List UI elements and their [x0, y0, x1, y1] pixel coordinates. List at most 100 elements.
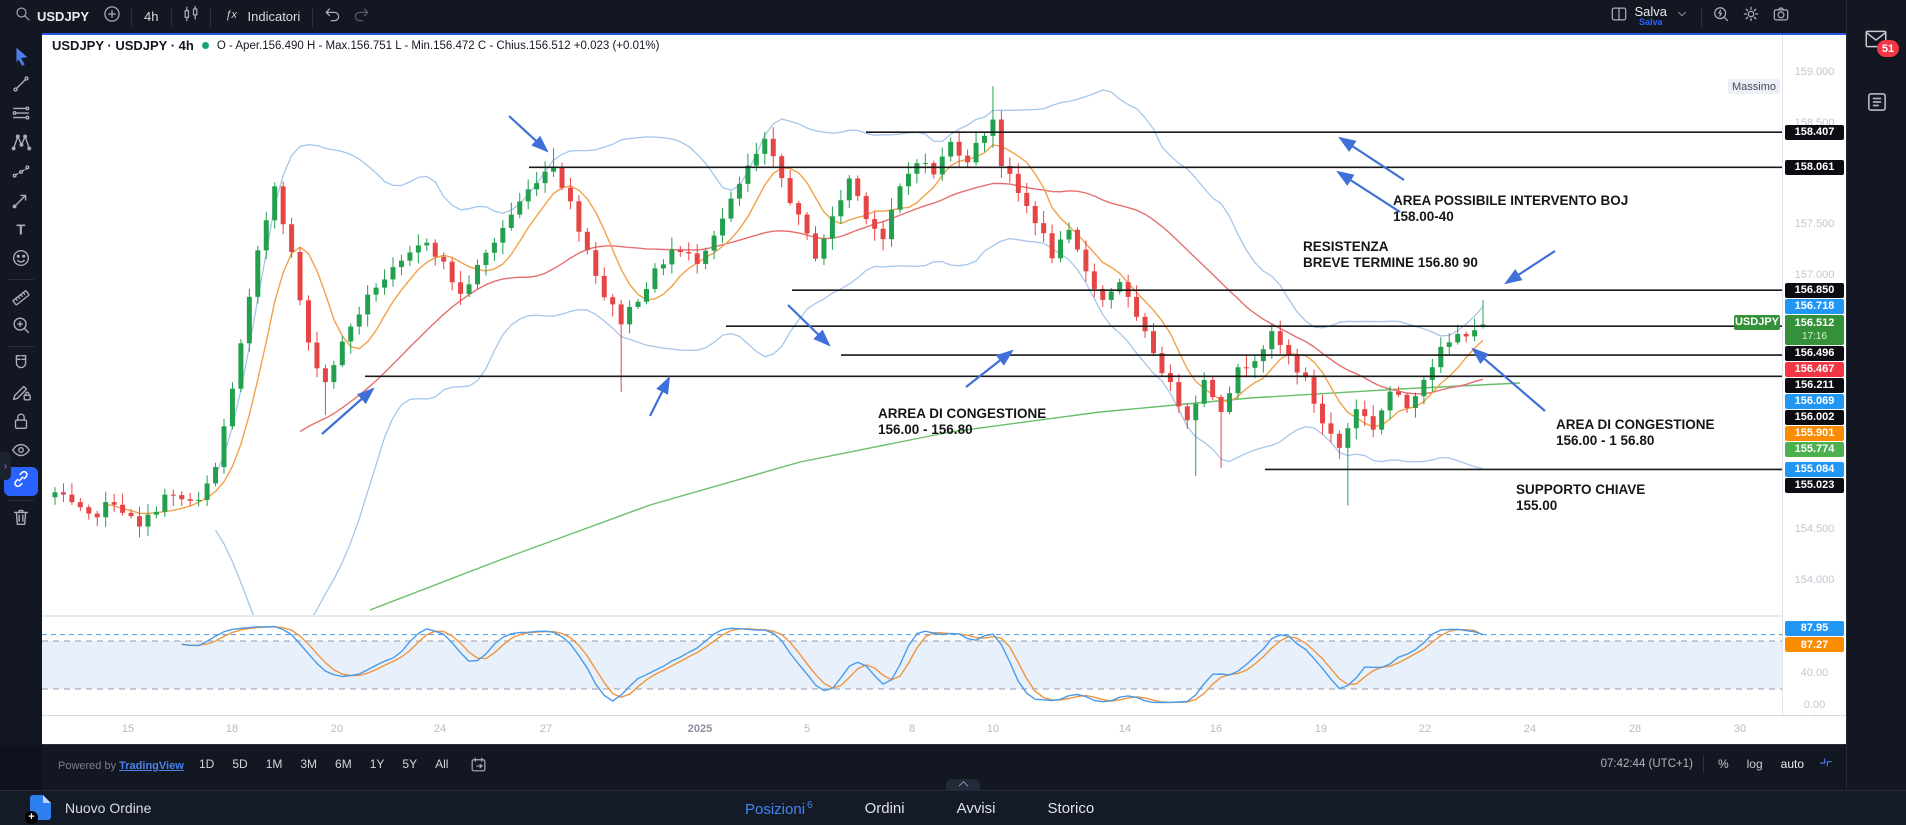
redo-button[interactable] — [347, 3, 377, 31]
range-3m-button[interactable]: 3M — [300, 757, 318, 771]
price-level-badge[interactable]: 156.467 — [1785, 361, 1844, 377]
range-5d-button[interactable]: 5D — [232, 757, 248, 771]
indicators-button[interactable]: ƒx Indicatori — [215, 3, 309, 31]
interval-button[interactable]: 4h — [136, 3, 166, 31]
symbol-search-button[interactable]: USDJPY — [6, 3, 97, 31]
trading-panel-tabs: Posizioni 6 Ordini Avvisi Storico — [745, 791, 1094, 825]
tool-horizontal-lines-button[interactable] — [4, 101, 38, 130]
market-open-icon — [201, 42, 209, 49]
arrow-drawings[interactable] — [321, 115, 1556, 435]
redo-icon — [352, 4, 372, 29]
layout-select-button[interactable] — [1604, 3, 1634, 31]
tab-storico[interactable]: Storico — [1047, 800, 1095, 817]
tab-posizioni[interactable]: Posizioni 6 — [745, 799, 813, 818]
price-scale[interactable]: 159.000 158.500 157.500 157.000 154.500 154.0… — [1782, 35, 1846, 726]
top-toolbar: USDJPY 4h ƒx Indicatori Salva — [0, 0, 1906, 33]
tool-trend-line-button[interactable] — [4, 72, 38, 101]
news-button[interactable] — [1863, 88, 1891, 121]
horizontal-line-drawings[interactable] — [365, 131, 1782, 471]
price-level-badge[interactable]: 156.496 — [1785, 345, 1844, 361]
tool-forecast-button[interactable] — [4, 159, 38, 188]
fx-icon: ƒx — [223, 4, 243, 29]
range-6m-button[interactable]: 6M — [335, 757, 352, 771]
trading-panel-bar: + Nuovo Ordine Posizioni 6 Ordini Avvisi Sto… — [0, 790, 1906, 825]
toolbar-divider — [312, 6, 314, 27]
tool-draw-lock-button[interactable] — [4, 380, 38, 409]
new-order-label: Nuovo Ordine — [65, 799, 152, 816]
chart-annotation[interactable]: SUPPORTO CHIAVE 155.00 — [1516, 482, 1646, 513]
compare-add-button[interactable] — [97, 3, 127, 31]
legend-ohlc-values: O - Aper.156.490 H - Max.156.751 L - Min… — [216, 39, 660, 52]
price-level-badge[interactable]: 155.774 — [1785, 441, 1844, 457]
log-scale-button[interactable]: log — [1746, 756, 1763, 771]
tool-trash-button[interactable] — [4, 505, 38, 534]
time-axis[interactable]: 15 18 20 24 27 2025 5 8 10 14 16 19 22 24 28 30 — [42, 715, 1846, 744]
time-tick: 5 — [803, 723, 811, 735]
price-level-badge[interactable]: 158.407 — [1785, 124, 1844, 140]
tradingview-link[interactable]: TradingView — [119, 760, 184, 772]
tool-emoji-button[interactable] — [4, 246, 38, 275]
panel-expand-handle[interactable] — [946, 779, 980, 791]
price-level-badge[interactable]: 156.718 — [1785, 298, 1844, 314]
range-5y-button[interactable]: 5Y — [402, 757, 418, 771]
chart-annotation[interactable]: AREA POSSIBILE INTERVENTO BOJ 158.00-40 — [1393, 193, 1629, 224]
tool-cursor-button[interactable] — [4, 43, 38, 72]
price-level-badge[interactable]: 155.901 — [1785, 425, 1844, 441]
chart-style-button[interactable] — [176, 3, 206, 31]
price-level-badge[interactable]: 156.850 — [1785, 282, 1844, 298]
save-menu-button[interactable] — [1667, 3, 1697, 31]
snapshot-button[interactable] — [1766, 3, 1796, 31]
time-tick: 24 — [433, 723, 447, 735]
range-1y-button[interactable]: 1Y — [369, 757, 385, 771]
quick-search-button[interactable] — [1706, 3, 1736, 31]
clock[interactable]: 07:42:44 (UTC+1) — [1600, 757, 1693, 770]
trend-line-icon — [10, 73, 32, 100]
percent-scale-button[interactable]: % — [1717, 756, 1729, 771]
search-icon — [14, 5, 32, 28]
tool-lock-button[interactable] — [4, 409, 38, 438]
tool-ruler-button[interactable] — [4, 284, 38, 313]
range-1m-button[interactable]: 1M — [265, 757, 283, 771]
tab-ordini[interactable]: Ordini — [864, 800, 905, 817]
horizontal-lines-icon — [10, 102, 32, 129]
chart-annotation[interactable]: ARREA DI CONGESTIONE 156.00 - 156.80 — [878, 406, 1047, 437]
tool-zoom-in-button[interactable] — [4, 313, 38, 342]
xabcd-pattern-icon — [10, 131, 32, 158]
object-tree-expand-handle[interactable]: › — [0, 452, 11, 480]
ruler-icon — [10, 285, 32, 312]
chart-background — [42, 35, 1846, 715]
settings-button[interactable] — [1736, 3, 1766, 31]
tool-arrow-marker-button[interactable] — [4, 188, 38, 217]
chart-annotation[interactable]: RESISTENZA BREVE TERMINE 156.80 90 — [1303, 239, 1478, 270]
symbol-search-label: USDJPY — [37, 9, 90, 24]
stoch-tick: 40.00 — [1800, 667, 1829, 679]
toolbar-divider — [131, 6, 133, 27]
tool-magnet-button[interactable] — [4, 351, 38, 380]
tool-text-button[interactable]: T — [4, 217, 38, 246]
range-all-button[interactable]: All — [435, 757, 449, 771]
hide-icon — [10, 439, 32, 466]
price-level-badge[interactable]: 155.023 — [1785, 477, 1844, 493]
chart-annotation[interactable]: AREA DI CONGESTIONE 156.00 - 1 56.80 — [1556, 417, 1715, 448]
price-level-badge[interactable]: 158.061 — [1785, 159, 1844, 175]
tab-avvisi[interactable]: Avvisi — [956, 800, 996, 817]
new-order-button[interactable]: + Nuovo Ordine — [25, 795, 152, 824]
chart-canvas[interactable] — [42, 33, 1782, 715]
tool-hide-button[interactable] — [4, 438, 38, 467]
go-to-date-button[interactable] — [469, 755, 488, 774]
auto-scale-button[interactable]: auto — [1780, 756, 1804, 771]
price-level-badge[interactable]: 156.002 — [1785, 409, 1844, 425]
chart-legend[interactable]: USDJPY · USDJPY · 4h O - Aper.156.490 H … — [52, 38, 659, 53]
undo-button[interactable] — [317, 3, 347, 31]
price-tick: 159.000 — [1794, 66, 1835, 78]
messages-button[interactable] — [1861, 26, 1891, 57]
tool-xabcd-pattern-button[interactable] — [4, 130, 38, 159]
adjust-axis-icon[interactable] — [1818, 753, 1834, 774]
price-level-badge[interactable]: 156.211 — [1785, 377, 1844, 393]
save-button[interactable]: Salva Salva — [1634, 5, 1667, 28]
layout-grid-icon — [1609, 4, 1629, 29]
price-level-badge[interactable]: 156.069 — [1785, 393, 1844, 409]
price-level-badge[interactable]: 155.084 — [1785, 461, 1844, 477]
legend-symbol: USDJPY · USDJPY · 4h — [52, 38, 194, 53]
range-1d-button[interactable]: 1D — [199, 757, 215, 771]
